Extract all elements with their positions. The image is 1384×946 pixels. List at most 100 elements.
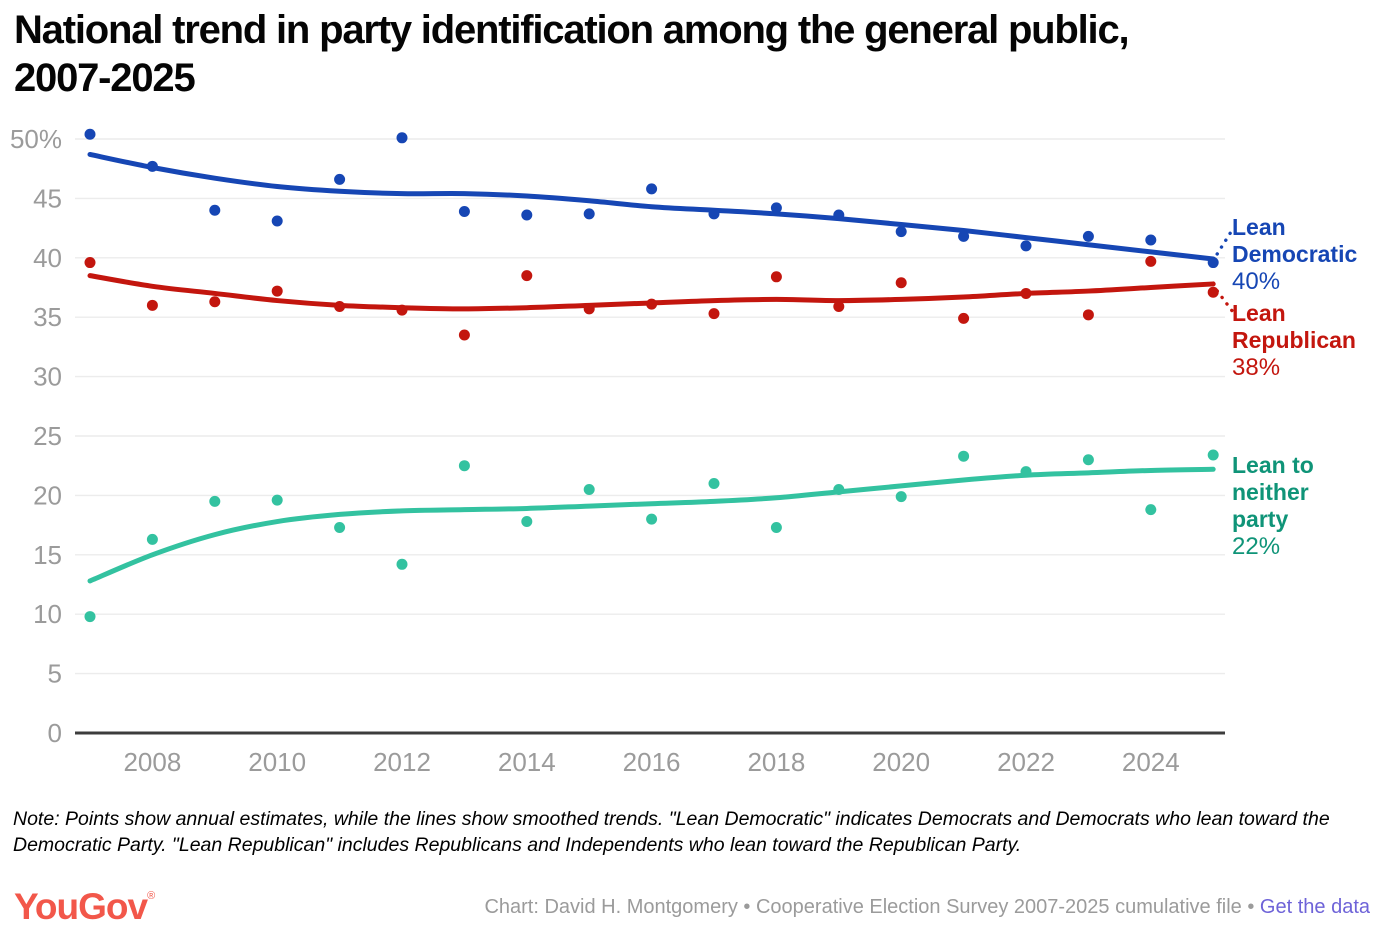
leader-line [1215, 228, 1234, 256]
y-tick-label: 0 [48, 718, 62, 748]
data-point [708, 478, 720, 490]
data-point [708, 208, 720, 220]
legend-lean-neither-label: Lean to neither party [1232, 452, 1314, 532]
data-point [708, 308, 720, 320]
x-tick-label: 2020 [872, 747, 930, 777]
legend-lean-republican: Lean Republican 38% [1232, 300, 1384, 381]
data-point [1207, 257, 1219, 269]
data-point [84, 257, 96, 269]
data-point [958, 450, 970, 462]
chart-canvas: 0 5 10 15 20 25 30 35 40 45 50% 2008 2010 2012 2014 201… [10, 124, 1234, 777]
data-point [895, 491, 907, 503]
data-point [209, 204, 221, 216]
registered-mark: ® [147, 890, 155, 902]
data-point [271, 215, 283, 227]
data-point [521, 516, 533, 528]
legend-lean-republican-label: Lean Republican [1232, 300, 1356, 353]
data-point [271, 285, 283, 297]
data-point [895, 226, 907, 238]
data-point [1145, 504, 1157, 516]
legend-lean-democratic: Lean Democratic 40% [1232, 214, 1384, 295]
x-tick-label: 2014 [498, 747, 556, 777]
data-point [646, 298, 658, 310]
data-point [833, 209, 845, 221]
data-point [833, 483, 845, 495]
y-tick-label: 5 [48, 659, 62, 689]
data-point [583, 303, 595, 315]
y-tick-label: 10 [33, 599, 62, 629]
data-point [646, 183, 658, 195]
data-point [209, 296, 221, 308]
data-point [1207, 449, 1219, 461]
data-point [1145, 234, 1157, 246]
legend-lean-neither: Lean to neither party 22% [1232, 452, 1336, 560]
data-point [1082, 309, 1094, 321]
chart-title-line1: National trend in party identification a… [14, 8, 1130, 52]
data-point [334, 521, 346, 533]
y-tick-label: 50% [10, 124, 62, 154]
data-point [146, 160, 158, 172]
get-the-data-link[interactable]: Get the data [1259, 896, 1370, 918]
legend-lean-neither-value: 22% [1232, 533, 1281, 560]
legend-lean-republican-value: 38% [1232, 354, 1281, 381]
x-tick-label: 2010 [248, 747, 306, 777]
footer-credit-text: Chart: David H. Montgomery • Cooperative… [484, 896, 1260, 918]
data-point [209, 495, 221, 507]
data-point [895, 277, 907, 289]
legend-lean-democratic-label: Lean Democratic [1232, 214, 1358, 267]
footer-credit: Chart: David H. Montgomery • Cooperative… [484, 896, 1370, 919]
y-tick-label: 15 [33, 540, 62, 570]
data-point [1020, 466, 1032, 478]
data-point [646, 513, 658, 525]
data-point [958, 312, 970, 324]
data-point [770, 202, 782, 214]
x-tick-label: 2018 [747, 747, 805, 777]
data-point [770, 271, 782, 283]
data-point [1082, 454, 1094, 466]
data-point [1207, 286, 1219, 298]
data-point [958, 230, 970, 242]
trend-line [87, 151, 1216, 262]
x-tick-label: 2008 [123, 747, 181, 777]
data-point [396, 304, 408, 316]
y-tick-label: 45 [33, 183, 62, 213]
y-tick-label: 40 [33, 243, 62, 273]
chart-title: National trend in party identification a… [14, 6, 1380, 102]
x-tick-label: 2024 [1122, 747, 1180, 777]
chart-title-line2: 2007-2025 [14, 56, 196, 100]
data-point [396, 558, 408, 570]
data-point [334, 173, 346, 185]
data-point [521, 270, 533, 282]
yougov-logo: YouGov® [14, 886, 155, 928]
data-point [458, 329, 470, 341]
legend-lean-democratic-value: 40% [1232, 268, 1281, 295]
data-point [521, 209, 533, 221]
data-point [1020, 240, 1032, 252]
x-tick-label: 2022 [997, 747, 1055, 777]
data-point [583, 483, 595, 495]
y-tick-label: 20 [33, 480, 62, 510]
y-tick-label: 25 [33, 421, 62, 451]
data-point [1145, 255, 1157, 267]
data-point [84, 128, 96, 140]
data-point [583, 208, 595, 220]
x-tick-label: 2012 [373, 747, 431, 777]
y-tick-label: 30 [33, 362, 62, 392]
data-point [271, 494, 283, 506]
chart-area: 0 5 10 15 20 25 30 35 40 45 50% 2008 2010 2012 2014 201… [10, 124, 1234, 777]
data-point [84, 611, 96, 623]
data-point [1020, 287, 1032, 299]
yougov-logo-text: YouGov [14, 886, 148, 927]
y-tick-label: 35 [33, 302, 62, 332]
trend-line [87, 466, 1216, 584]
data-point [458, 460, 470, 472]
data-point [833, 301, 845, 313]
data-point [334, 301, 346, 313]
data-point [770, 521, 782, 533]
data-point [458, 205, 470, 217]
leader-line [1215, 289, 1234, 313]
data-point [146, 533, 158, 545]
data-point [396, 132, 408, 144]
data-point [1082, 230, 1094, 242]
